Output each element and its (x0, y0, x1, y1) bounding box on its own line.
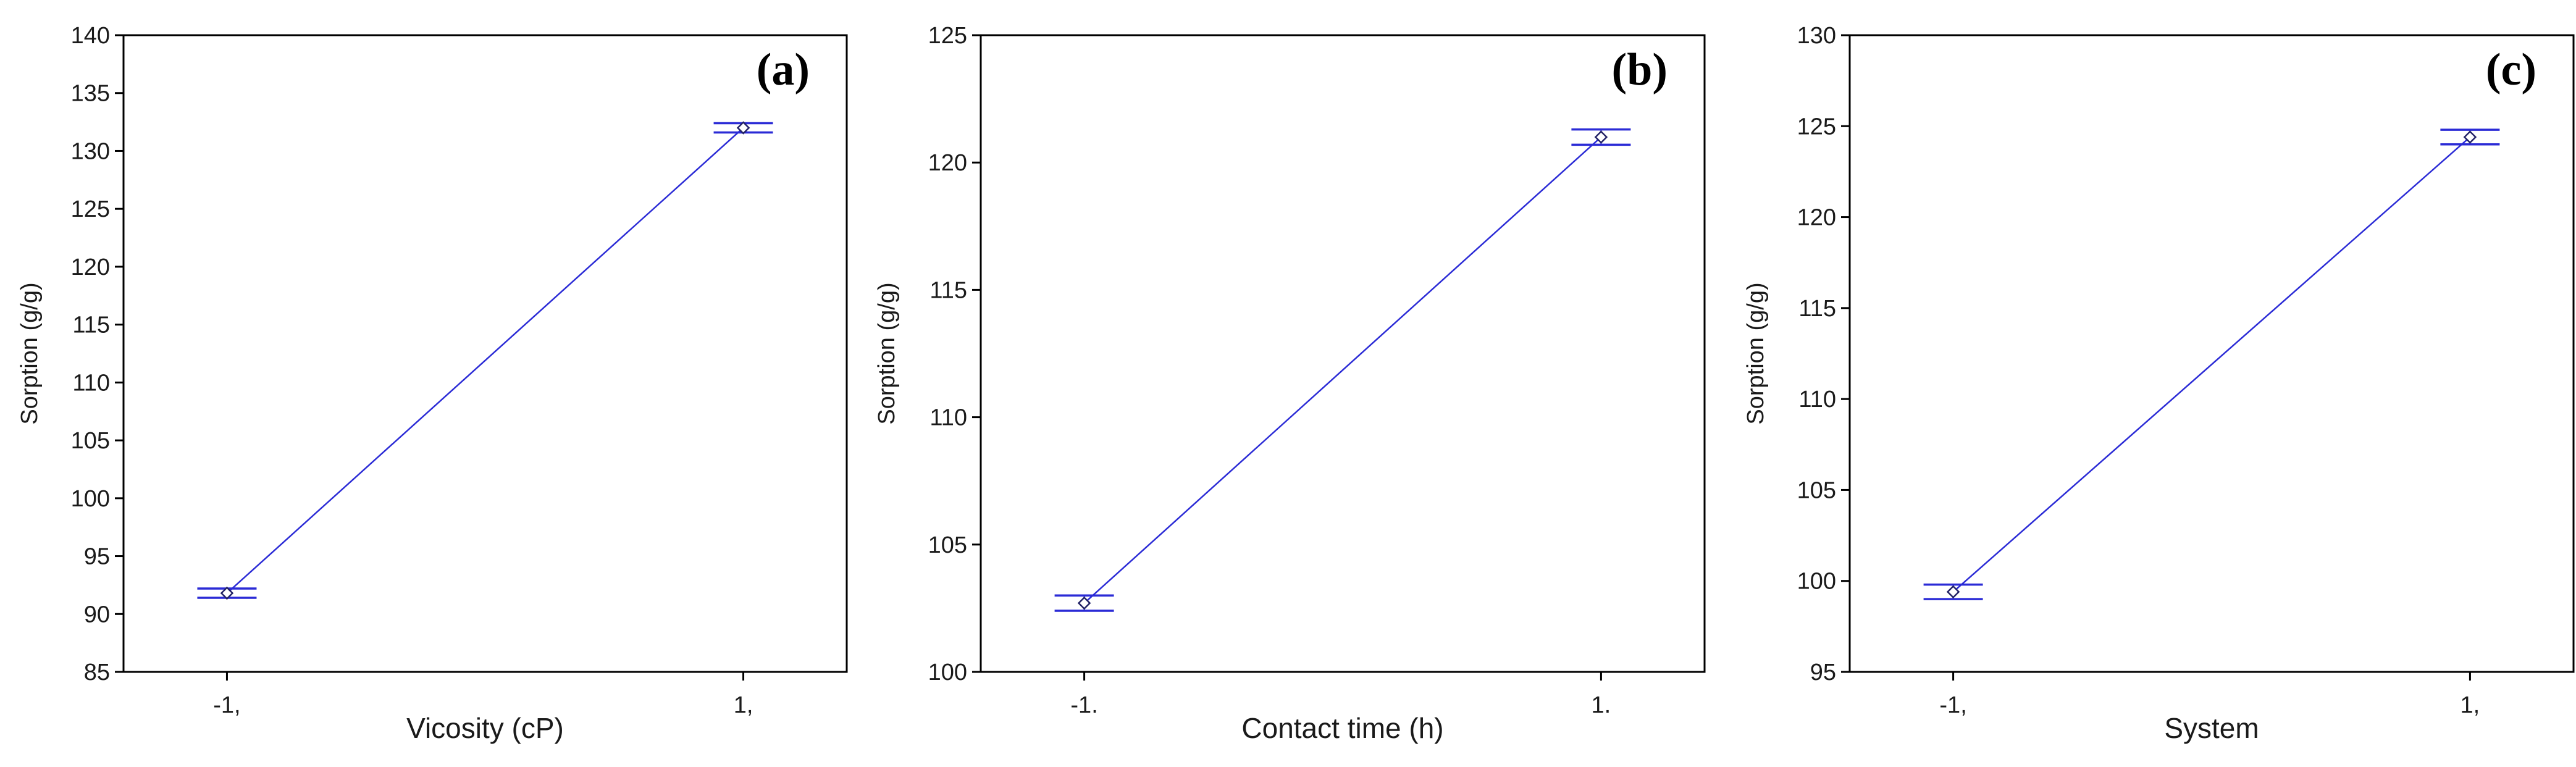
x-axis-title: Contact time (h) (1241, 712, 1443, 744)
y-tick-label: 110 (929, 405, 967, 431)
y-tick-label: 140 (71, 23, 110, 49)
x-tick-label: -1. (1070, 692, 1097, 718)
series-line (1083, 136, 1602, 604)
series-line (1952, 136, 2471, 593)
x-tick-label: -1, (1939, 692, 1966, 718)
x-tick-label: 1, (2461, 692, 2480, 718)
y-tick-label: 100 (71, 486, 110, 512)
y-axis-title: Sorption (g/g) (1743, 282, 1769, 424)
data-point (736, 121, 750, 135)
x-axis-title: Vicosity (cP) (406, 712, 564, 744)
y-tick-label: 130 (71, 138, 110, 164)
y-tick-label: 100 (1797, 569, 1836, 595)
y-axis-title: Sorption (g/g) (17, 282, 43, 424)
data-point (1077, 596, 1091, 610)
data-point (1946, 585, 1960, 599)
y-tick-label: 105 (71, 428, 110, 454)
plot-frame (980, 34, 1706, 673)
y-tick-label: 130 (1797, 23, 1836, 49)
x-axis-title: System (2164, 712, 2259, 744)
y-axis-title: Sorption (g/g) (874, 282, 900, 424)
y-tick-label: 110 (72, 370, 110, 396)
panel-label: (a) (757, 44, 810, 95)
panel-label: (b) (1612, 44, 1668, 95)
y-tick-label: 115 (1798, 296, 1836, 322)
chart-panel-b: 100 105 110 115 120 125 -1. 1. Contact time (h) S… (874, 23, 1706, 744)
x-tick-label: 1. (1592, 692, 1611, 718)
plot-frame (122, 34, 848, 673)
chart-panel-a: 85 90 95 100 105 110 115 120 125 130 135 140 -1, 1, Vi… (17, 23, 848, 744)
y-tick-label: 120 (928, 150, 967, 176)
chart-panel-c: 95 100 105 110 115 120 125 130 -1, 1, System Sorpti… (1743, 23, 2575, 744)
y-tick-label: 100 (928, 660, 967, 685)
y-tick-label: 135 (71, 81, 110, 107)
y-tick-label: 85 (84, 660, 110, 685)
y-tick-label: 120 (71, 254, 110, 280)
y-tick-label: 125 (928, 23, 967, 49)
y-tick-label: 125 (1797, 114, 1836, 140)
data-point (2463, 130, 2477, 144)
x-tick-label: -1, (213, 692, 240, 718)
data-point (220, 586, 234, 600)
data-point (1594, 130, 1608, 144)
y-tick-label: 115 (72, 312, 110, 338)
plot-frame (1848, 34, 2575, 673)
y-tick-label: 120 (1797, 205, 1836, 231)
y-tick-label: 115 (929, 277, 967, 303)
y-tick-label: 105 (928, 532, 967, 558)
panel-label: (c) (2486, 44, 2536, 95)
y-tick-label: 90 (84, 601, 110, 627)
y-tick-label: 125 (71, 196, 110, 222)
x-tick-label: 1, (734, 692, 753, 718)
y-tick-label: 105 (1797, 477, 1836, 503)
series-line (226, 127, 744, 594)
y-tick-label: 95 (84, 544, 110, 570)
y-tick-label: 110 (1798, 387, 1836, 413)
y-tick-label: 95 (1810, 660, 1836, 685)
